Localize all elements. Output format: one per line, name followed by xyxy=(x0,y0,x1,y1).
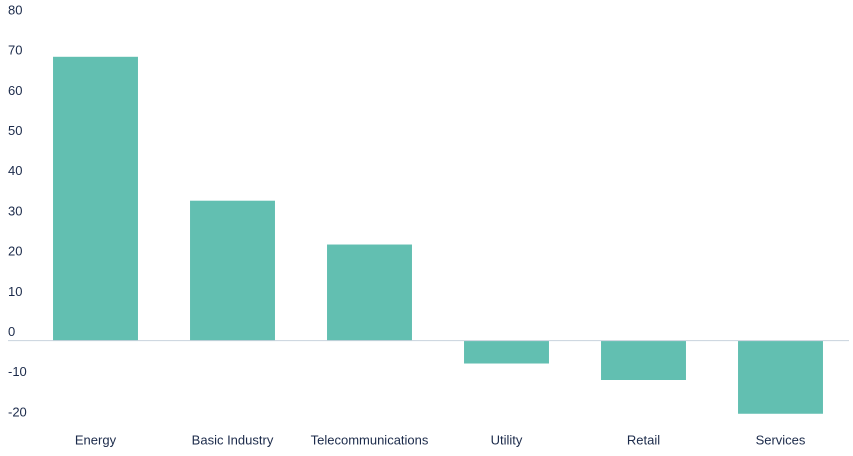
y-tick-label: 10 xyxy=(8,284,22,299)
bar xyxy=(190,200,275,341)
bar xyxy=(53,56,138,341)
bar xyxy=(738,340,823,414)
x-tick-label: Utility xyxy=(491,432,523,447)
x-tick-label: Services xyxy=(756,432,806,447)
y-tick-label: 80 xyxy=(8,2,22,17)
y-tick-label: 40 xyxy=(8,163,22,178)
x-tick-label: Telecommunications xyxy=(311,432,429,447)
y-tick-label: 20 xyxy=(8,244,22,259)
x-tick-label: Basic Industry xyxy=(192,432,274,447)
y-tick-label: 60 xyxy=(8,83,22,98)
y-tick-label: 0 xyxy=(8,324,15,339)
bar xyxy=(601,340,686,380)
y-tick-label: 30 xyxy=(8,203,22,218)
y-tick-label: 50 xyxy=(8,123,22,138)
y-tick-label: -20 xyxy=(8,404,27,419)
bar xyxy=(327,244,412,341)
x-tick-label: Energy xyxy=(75,432,117,447)
y-tick-label: 70 xyxy=(8,43,22,58)
y-tick-label: -10 xyxy=(8,364,27,379)
bar xyxy=(464,340,549,364)
x-tick-label: Retail xyxy=(627,432,660,447)
